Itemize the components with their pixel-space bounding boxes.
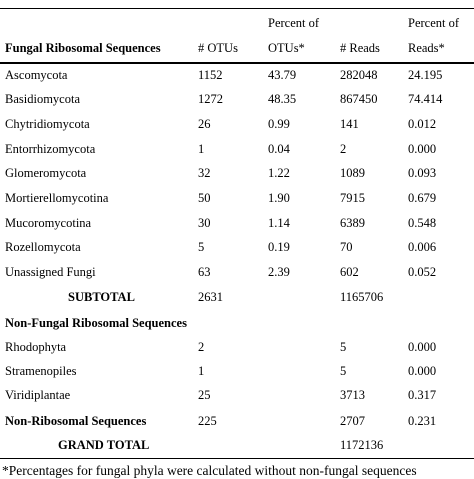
table-cell: 2631 — [198, 290, 223, 304]
table-cell: 0.548 — [408, 216, 437, 230]
table-cell: 867450 — [340, 92, 378, 106]
table-cell: 25 — [198, 388, 211, 402]
table-cell: 1152 — [198, 68, 223, 82]
table-cell: Unassigned Fungi — [5, 265, 96, 279]
table-cell: 1.90 — [268, 191, 290, 205]
table-cell: 5 — [340, 364, 347, 378]
table-cell: 30 — [198, 216, 211, 230]
table-cell: 0.231 — [408, 414, 437, 428]
header-cell: Percent of — [408, 16, 460, 30]
header-cell: Fungal Ribosomal Sequences — [5, 41, 161, 55]
table-cell: 43.79 — [268, 68, 297, 82]
table-cell: 225 — [198, 414, 217, 428]
bottom-rule — [0, 458, 474, 459]
table-cell: Basidiomycota — [5, 92, 80, 106]
table-cell: 0.317 — [408, 388, 437, 402]
table-cell: Stramenopiles — [5, 364, 77, 378]
table-cell: 1.22 — [268, 166, 290, 180]
table-cell: 5 — [340, 340, 347, 354]
table-cell: 1165706 — [340, 290, 384, 304]
table-cell: 0.04 — [268, 142, 290, 156]
header-cell: # Reads — [340, 41, 380, 55]
table-cell: 1 — [198, 364, 205, 378]
table-cell: 26 — [198, 117, 211, 131]
table-cell: 2 — [340, 142, 347, 156]
table-cell: 7915 — [340, 191, 365, 205]
table-cell: 74.414 — [408, 92, 443, 106]
footnote: *Percentages for fungal phyla were calcu… — [2, 463, 417, 478]
table-cell: 70 — [340, 240, 353, 254]
table-cell: 141 — [340, 117, 359, 131]
table-cell: 1089 — [340, 166, 365, 180]
table-cell: Glomeromycota — [5, 166, 87, 180]
table-cell: 1 — [198, 142, 205, 156]
table-cell: 50 — [198, 191, 211, 205]
table-cell: 0.19 — [268, 240, 290, 254]
table-cell: 0.052 — [408, 265, 437, 279]
table-cell: 1.14 — [268, 216, 290, 230]
table-cell: 1272 — [198, 92, 223, 106]
table-cell: 2 — [198, 340, 205, 354]
header-cell: OTUs* — [268, 41, 305, 55]
table-cell: 282048 — [340, 68, 378, 82]
header-cell: # OTUs — [198, 41, 238, 55]
header-cell: Percent of — [268, 16, 320, 30]
table-cell: Entorrhizomycota — [5, 142, 96, 156]
table-cell: SUBTOTAL — [68, 290, 135, 304]
table-cell: Rozellomycota — [5, 240, 81, 254]
table-cell: GRAND TOTAL — [58, 438, 150, 452]
header-rule — [0, 62, 474, 64]
top-rule — [0, 8, 474, 9]
table-cell: 32 — [198, 166, 211, 180]
table-cell: Mucoromycotina — [5, 216, 92, 230]
table-cell: 63 — [198, 265, 211, 279]
table-cell: 0.012 — [408, 117, 437, 131]
table-cell: 3713 — [340, 388, 365, 402]
table-cell: 602 — [340, 265, 359, 279]
table-cell: Ascomycota — [5, 68, 68, 82]
table-cell: 0.006 — [408, 240, 437, 254]
table-cell: Non-Ribosomal Sequences — [5, 414, 147, 428]
table-cell: Non-Fungal Ribosomal Sequences — [5, 316, 187, 330]
table-cell: Chytridiomycota — [5, 117, 90, 131]
table-cell: 5 — [198, 240, 205, 254]
table-cell: 0.000 — [408, 340, 437, 354]
table-cell: 0.679 — [408, 191, 437, 205]
table-cell: 48.35 — [268, 92, 297, 106]
table-cell: 0.99 — [268, 117, 290, 131]
table-cell: 6389 — [340, 216, 365, 230]
table-cell: Rhodophyta — [5, 340, 67, 354]
table-cell: 2.39 — [268, 265, 290, 279]
table-cell: 1172136 — [340, 438, 384, 452]
table-cell: 0.000 — [408, 142, 437, 156]
table-cell: Mortierellomycotina — [5, 191, 109, 205]
table-cell: 0.000 — [408, 364, 437, 378]
table-cell: Viridiplantae — [5, 388, 71, 402]
header-cell: Reads* — [408, 41, 445, 55]
table-cell: 24.195 — [408, 68, 443, 82]
table-cell: 0.093 — [408, 166, 437, 180]
table-cell: 2707 — [340, 414, 365, 428]
